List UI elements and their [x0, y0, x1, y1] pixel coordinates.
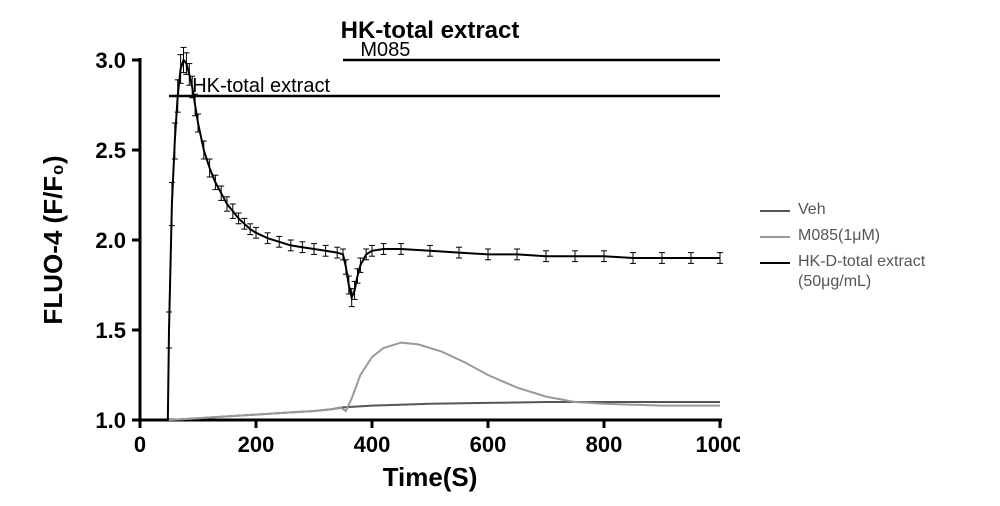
annotation-text-0: M085	[360, 39, 410, 61]
x-axis-label: Time(S)	[383, 462, 478, 492]
legend-swatch	[760, 262, 790, 264]
svg-text:800: 800	[586, 432, 623, 457]
legend-swatch	[760, 210, 790, 212]
svg-text:1000: 1000	[696, 432, 740, 457]
svg-text:3.0: 3.0	[95, 48, 126, 73]
annotation-text-1: HK-total extract	[192, 75, 330, 97]
svg-text:200: 200	[238, 432, 275, 457]
svg-text:0: 0	[134, 432, 146, 457]
svg-text:400: 400	[354, 432, 391, 457]
chart-container: HK-total extract 1.0 1.5 2.0 2.5 3.0 0 200 400 60…	[20, 10, 740, 496]
y-axis-label: FLUO-4 (F/F₀)	[38, 155, 68, 324]
legend-label: M085(1μM)	[798, 226, 880, 246]
legend-swatch	[760, 236, 790, 238]
chart-svg: HK-total extract 1.0 1.5 2.0 2.5 3.0 0 200 400 60…	[20, 10, 740, 496]
legend-label: HK-D-total extract(50μg/mL)	[798, 252, 925, 292]
svg-text:1.5: 1.5	[95, 318, 126, 343]
svg-text:2.0: 2.0	[95, 228, 126, 253]
legend: Veh M085(1μM) HK-D-total extract(50μg/mL)	[760, 200, 925, 298]
svg-text:600: 600	[470, 432, 507, 457]
svg-text:2.5: 2.5	[95, 138, 126, 163]
legend-item-2: HK-D-total extract(50μg/mL)	[760, 252, 925, 292]
series-HK-D-total extract (50μg/mL)	[140, 60, 720, 420]
svg-text:1.0: 1.0	[95, 408, 126, 433]
legend-label: Veh	[798, 200, 826, 220]
legend-item-1: M085(1μM)	[760, 226, 925, 246]
series-M085(1μM)	[140, 343, 720, 420]
legend-item-0: Veh	[760, 200, 925, 220]
